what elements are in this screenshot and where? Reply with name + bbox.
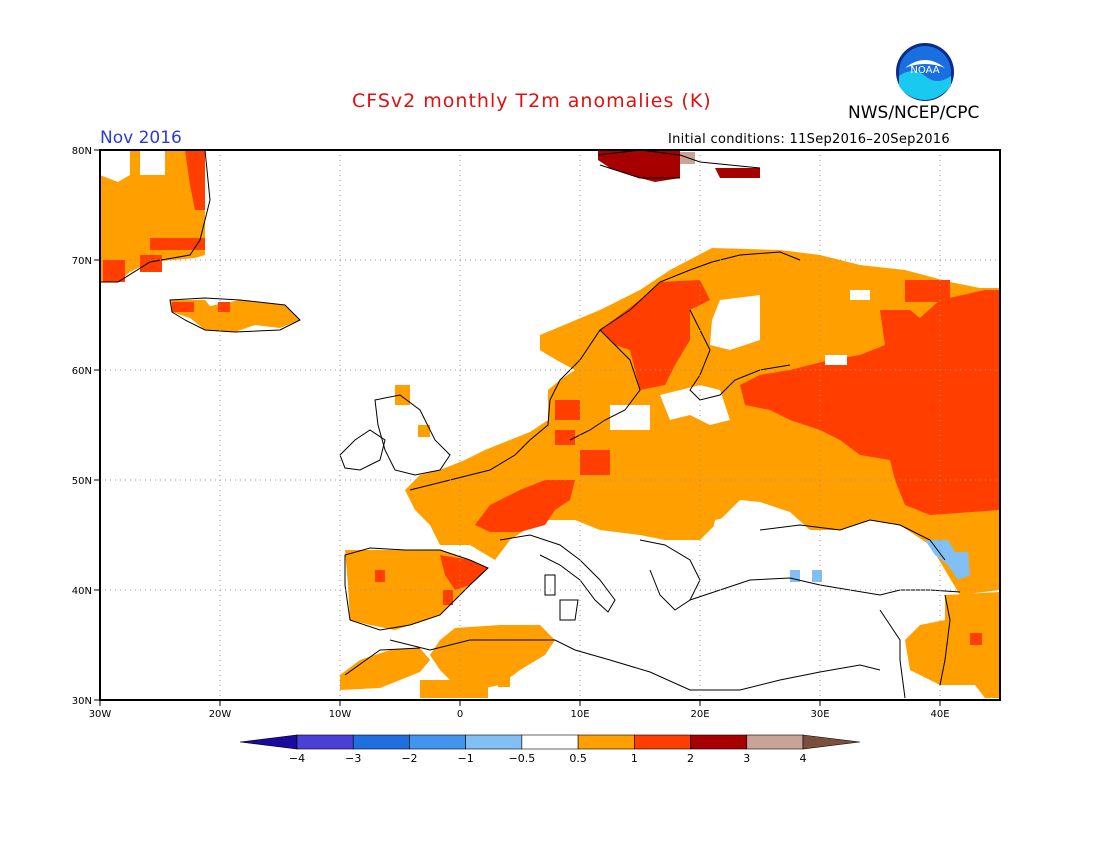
colorbar-label: −0.5 xyxy=(509,752,536,765)
colorbar-label: 3 xyxy=(743,752,750,765)
gridlines xyxy=(100,150,1000,700)
lon-label: 20E xyxy=(690,709,709,720)
colorbar-label: 4 xyxy=(800,752,807,765)
colorbar-segment xyxy=(521,734,579,750)
colorbar-label: 1 xyxy=(631,752,638,765)
anomaly-shading xyxy=(100,150,1000,698)
lat-label: 60N xyxy=(72,366,92,377)
colorbar-label: −3 xyxy=(345,752,361,765)
lon-label: 30E xyxy=(810,709,829,720)
colorbar-segment xyxy=(296,734,354,750)
noaa-logo: NOAA xyxy=(896,43,954,101)
lat-label: 50N xyxy=(72,476,92,487)
colorbar-label: 2 xyxy=(687,752,694,765)
latitude-labels: 80N 70N 60N 50N 40N 30N xyxy=(72,146,92,707)
colorbar-segment xyxy=(577,734,635,750)
longitude-labels: 30W 20W 10W 0 10E 20E 30E 40E xyxy=(89,709,950,720)
lon-label: 40E xyxy=(930,709,949,720)
colorbar-segment xyxy=(634,734,691,750)
colorbar-segment xyxy=(746,734,804,750)
colorbar-segment xyxy=(409,734,466,750)
forecast-month: Nov 2016 xyxy=(100,128,182,148)
lat-label: 40N xyxy=(72,586,92,597)
colorbar-segment xyxy=(690,734,748,750)
lon-label: 10E xyxy=(570,709,589,720)
colorbar-label: −1 xyxy=(458,752,474,765)
map-title: CFSv2 monthly T2m anomalies (K) xyxy=(352,90,712,112)
lon-label: 20W xyxy=(209,709,232,720)
colorbar-segment xyxy=(465,734,523,750)
lon-label: 0 xyxy=(457,709,463,720)
lat-label: 80N xyxy=(72,146,92,157)
colorbar-label: −2 xyxy=(401,752,417,765)
colorbar-segment xyxy=(352,734,410,750)
colorbar-label: 0.5 xyxy=(569,752,587,765)
colorbar-segment xyxy=(802,734,861,750)
agency-label: NWS/NCEP/CPC xyxy=(848,103,980,123)
colorbar-labels: −4 −3 −2 −1 −0.5 0.5 1 2 3 4 xyxy=(289,752,807,765)
lat-label: 70N xyxy=(72,256,92,267)
colorbar-label: −4 xyxy=(289,752,305,765)
lon-label: 10W xyxy=(329,709,352,720)
logo-text: NOAA xyxy=(910,65,939,76)
lat-label: 30N xyxy=(72,696,92,707)
map-frame xyxy=(99,149,1001,701)
initial-conditions: Initial conditions: 11Sep2016–20Sep2016 xyxy=(668,132,950,147)
coastlines xyxy=(100,149,961,699)
lon-label: 30W xyxy=(89,709,112,720)
colorbar-segment xyxy=(239,734,298,750)
colorbar xyxy=(239,734,861,750)
